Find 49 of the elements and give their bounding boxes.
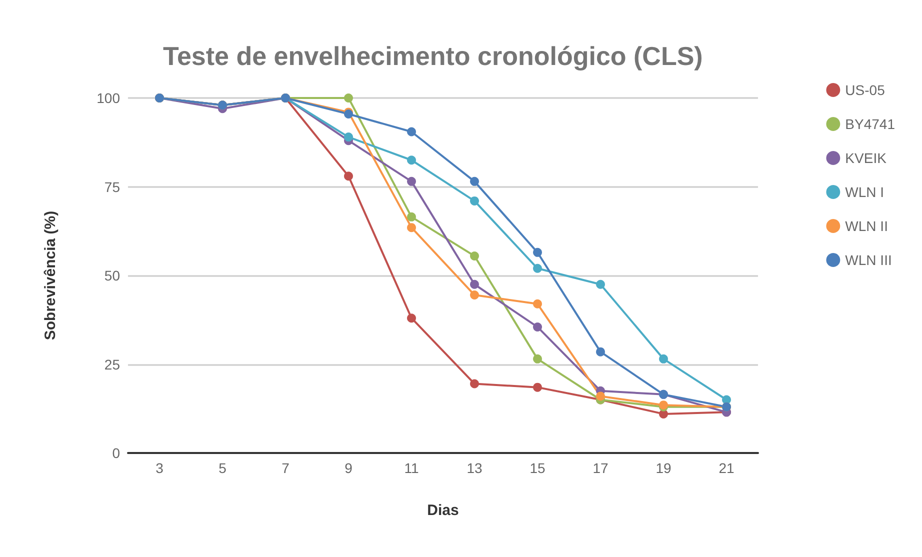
x-tick-label: 15: [530, 460, 546, 476]
point: [407, 156, 416, 165]
point: [470, 280, 479, 289]
point: [407, 314, 416, 323]
point: [470, 196, 479, 206]
x-tick-label: 19: [656, 460, 672, 476]
y-tick-label: 75: [104, 178, 120, 195]
x-tick-label: 5: [218, 460, 227, 476]
x-tick-label: 11: [404, 460, 419, 476]
point: [596, 392, 605, 401]
point: [533, 382, 542, 392]
point: [407, 212, 416, 222]
legend-label: KVEIK: [845, 150, 888, 166]
legend-label: BY4741: [845, 116, 896, 132]
point: [596, 280, 605, 289]
point: [533, 299, 542, 308]
y-axis-title: Sobrevivência (%): [42, 210, 59, 340]
point: [344, 132, 353, 142]
point: [533, 264, 542, 273]
point: [470, 176, 479, 186]
legend-label: WLN III: [845, 252, 892, 268]
chart-title: Teste de envelhecimento cronológico (CLS): [163, 41, 703, 71]
y-tick-label: 25: [104, 356, 120, 372]
point: [407, 223, 416, 232]
x-tick-label: 17: [592, 460, 608, 476]
point: [470, 290, 479, 300]
point: [533, 322, 542, 332]
y-tick-label: 50: [104, 268, 120, 284]
point: [533, 248, 542, 257]
legend-label: US-05: [845, 82, 886, 98]
x-tick-label: 9: [344, 460, 353, 476]
point: [533, 354, 542, 364]
x-tick-label: 13: [466, 460, 482, 476]
point: [407, 127, 416, 136]
point: [344, 94, 353, 102]
x-tick-label: 21: [718, 460, 734, 476]
point: [344, 172, 353, 181]
legend-label: WLN II: [845, 218, 888, 234]
y-tick-label: 0: [112, 445, 120, 461]
point: [596, 347, 605, 356]
point: [659, 354, 668, 364]
y-tick-label: 100: [96, 90, 120, 106]
x-tick-label: 3: [156, 460, 164, 476]
point: [470, 379, 479, 388]
x-axis-title: Dias: [427, 502, 459, 519]
legend-label: WLN I: [845, 184, 884, 200]
x-tick-label: 7: [282, 460, 290, 476]
point: [407, 176, 416, 186]
point: [470, 251, 479, 260]
